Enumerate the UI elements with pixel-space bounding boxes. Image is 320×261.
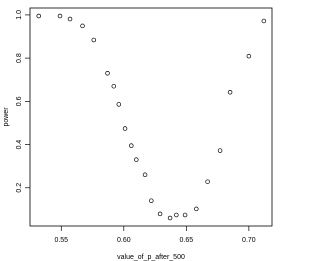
chart: value_of_p_after_500 power 0.55 0.60 0.65 0… bbox=[3, 7, 273, 261]
y-tick-label: 0.6 bbox=[16, 96, 23, 106]
y-tick-label: 1.0 bbox=[16, 10, 23, 20]
point bbox=[67, 16, 73, 22]
point bbox=[36, 13, 42, 19]
y-tick-label: 0.8 bbox=[16, 53, 23, 63]
point bbox=[205, 179, 210, 184]
point bbox=[261, 18, 267, 24]
point bbox=[122, 126, 128, 131]
x-tick-label: 0.55 bbox=[54, 237, 68, 244]
point bbox=[174, 212, 179, 218]
y-tick-label: 0.4 bbox=[16, 140, 23, 150]
x-tick-label: 0.60 bbox=[117, 237, 131, 244]
point bbox=[246, 53, 252, 59]
point bbox=[149, 198, 154, 203]
point bbox=[80, 23, 85, 29]
point bbox=[182, 212, 188, 218]
x-axis-label: value_of_p_after_500 bbox=[117, 254, 185, 261]
point bbox=[116, 102, 122, 107]
point bbox=[129, 143, 134, 148]
y-tick-label: 0.2 bbox=[16, 183, 23, 193]
point bbox=[91, 37, 97, 43]
point bbox=[217, 148, 223, 153]
point bbox=[227, 90, 233, 95]
point bbox=[167, 215, 173, 221]
x-tick-label: 0.65 bbox=[180, 237, 194, 244]
plot-box bbox=[29, 7, 273, 227]
point bbox=[105, 70, 110, 76]
point bbox=[134, 157, 139, 162]
point bbox=[111, 83, 117, 89]
point bbox=[194, 206, 199, 212]
point bbox=[142, 172, 148, 178]
point bbox=[157, 211, 163, 217]
y-axis-label: power bbox=[3, 107, 10, 127]
x-tick-label: 0.70 bbox=[242, 237, 256, 244]
point bbox=[57, 13, 63, 19]
